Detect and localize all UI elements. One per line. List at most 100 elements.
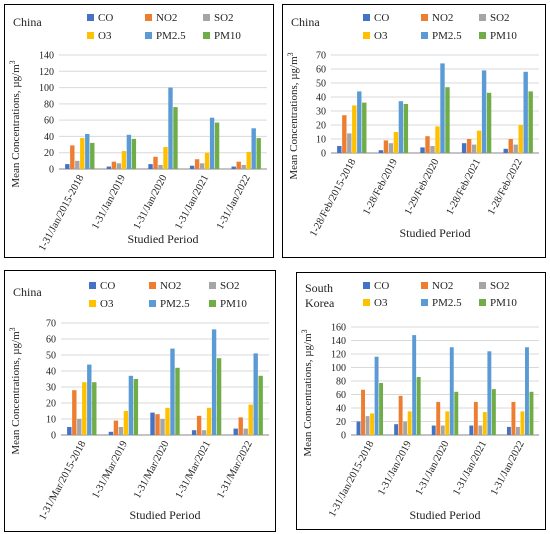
bar-no2-2	[398, 395, 403, 435]
bar-so2-4	[478, 425, 483, 435]
legend-label-co: CO	[374, 12, 389, 24]
bar-so2-5	[515, 426, 520, 435]
bar-co-2	[378, 150, 384, 153]
bar-pm25-2	[126, 134, 132, 169]
legend-swatch-so2	[479, 14, 486, 21]
bar-so2-3	[430, 146, 435, 153]
legend-label-pm10: PM10	[214, 30, 241, 42]
legend-label-so2: SO2	[490, 12, 510, 24]
legend-label-o3: O3	[374, 30, 388, 42]
bar-pm25-2	[398, 101, 404, 153]
bar-so2-4	[199, 163, 205, 169]
legend-label-so2: SO2	[490, 280, 510, 292]
x-tick-label: 1-31/Mar/2015-2018	[37, 439, 88, 522]
x-tick-label: 1-31/Jan/2022	[489, 439, 527, 497]
bar-no2-3	[436, 401, 441, 435]
bar-pm10-2	[133, 379, 139, 435]
legend-label-o3: O3	[100, 298, 114, 310]
bar-pm25-1	[374, 356, 379, 435]
y-tick-label: 60	[316, 65, 326, 76]
x-tick-label: 1-31/Mar/2020	[132, 439, 172, 500]
bar-so2-1	[347, 133, 352, 153]
bar-co-4	[461, 143, 467, 153]
bar-no2-1	[342, 115, 347, 153]
bar-co-5	[503, 148, 508, 153]
bar-pm10-4	[216, 358, 222, 435]
bar-pm10-2	[131, 138, 137, 169]
x-axis-label: Studied Period	[410, 508, 481, 522]
legend-swatch-pm10	[479, 299, 486, 306]
y-tick-label: 70	[316, 51, 326, 62]
legend-label-pm10: PM10	[220, 298, 247, 310]
bar-no2-1	[70, 145, 75, 169]
chart-panel-4: South Korea CO NO2 SO2 O3 PM2.5 PM10 0 20 40 60 80 10…	[296, 272, 546, 530]
legend-label-so2: SO2	[214, 12, 234, 24]
legend-label-no2: NO2	[156, 12, 177, 24]
bar-so2-4	[201, 430, 207, 435]
bar-o3-1	[352, 105, 357, 153]
bar-pm10-5	[529, 391, 534, 435]
x-tick-label: 1-31/Jan/2015-2018	[37, 173, 86, 253]
bar-no2-5	[236, 161, 241, 169]
x-tick-label: 1-31/Jan/2021	[173, 173, 211, 231]
legend-swatch-pm25	[145, 32, 152, 39]
bar-pm10-1	[379, 383, 384, 435]
bar-pm25-1	[357, 91, 362, 153]
bar-so2-5	[243, 428, 248, 435]
bar-o3-2	[393, 132, 399, 153]
bar-pm10-4	[486, 92, 492, 153]
y-axis-label: Mean Concentrations, µg/m3	[300, 329, 314, 456]
y-tick-label: 20	[336, 417, 346, 428]
bar-so2-3	[160, 419, 165, 435]
bar-pm25-3	[449, 347, 454, 435]
chart-title: China	[13, 285, 42, 299]
y-tick-label: 50	[46, 351, 56, 362]
bar-o3-1	[370, 413, 375, 435]
legend-swatch-o3	[363, 32, 370, 39]
y-axis-label: Mean Concentrations, µg/m3	[286, 52, 300, 179]
x-tick-label: 1-31/Jan/2015-2018	[327, 439, 376, 519]
bar-o3-2	[121, 151, 127, 169]
bar-so2-3	[158, 164, 163, 169]
x-axis-label: Studied Period	[400, 226, 471, 240]
bar-pm10-4	[214, 122, 220, 169]
x-tick-label: 1-28/Feb/2015-2018	[308, 157, 358, 238]
legend-label-no2: NO2	[432, 12, 453, 24]
bar-co-1	[65, 164, 70, 169]
chart-svg-2: China CO NO2 SO2 O3 PM2.5 PM10 0 10 20 30 40 50 60 70 M…	[286, 12, 539, 240]
bar-pm10-4	[491, 389, 496, 435]
chart-svg-1: China CO NO2 SO2 O3 PM2.5 PM10 0 20 40 60 80 100 120 1…	[8, 12, 267, 253]
x-tick-label: 1-31/Mar/2022	[215, 439, 255, 500]
bar-co-3	[150, 412, 155, 435]
x-tick-label: 1-29/Feb/2020	[403, 157, 442, 217]
y-tick-label: 40	[316, 93, 326, 104]
y-tick-label: 80	[44, 99, 54, 110]
bar-pm10-5	[258, 375, 263, 435]
legend-label-so2: SO2	[220, 280, 240, 292]
bar-o3-3	[445, 411, 450, 435]
bar-so2-4	[471, 144, 477, 153]
bar-co-2	[108, 431, 114, 435]
bar-no2-5	[511, 401, 516, 435]
y-tick-label: 70	[46, 319, 56, 330]
bar-pm25-4	[209, 117, 215, 169]
bar-pm10-2	[403, 104, 409, 153]
legend-label-o3: O3	[374, 297, 388, 309]
bar-co-4	[191, 430, 197, 435]
bar-pm10-1	[90, 142, 95, 169]
bar-co-3	[420, 147, 425, 153]
chart-panel-2: China CO NO2 SO2 O3 PM2.5 PM10 0 10 20 30 40 50 60 70 M…	[282, 4, 546, 258]
bar-so2-5	[513, 144, 518, 153]
legend-swatch-no2	[145, 14, 152, 21]
y-tick-label: 100	[331, 363, 346, 374]
bar-pm10-1	[92, 382, 97, 435]
legend-swatch-pm10	[203, 32, 210, 39]
x-tick-label: 1-31/Jan/2019	[90, 173, 128, 231]
y-tick-label: 40	[44, 132, 54, 143]
bar-o3-5	[520, 411, 525, 435]
bar-co-3	[431, 425, 436, 435]
legend-swatch-pm25	[421, 32, 428, 39]
bar-o3-4	[204, 152, 210, 169]
bar-no2-1	[72, 390, 77, 435]
legend-swatch-pm10	[479, 32, 486, 39]
